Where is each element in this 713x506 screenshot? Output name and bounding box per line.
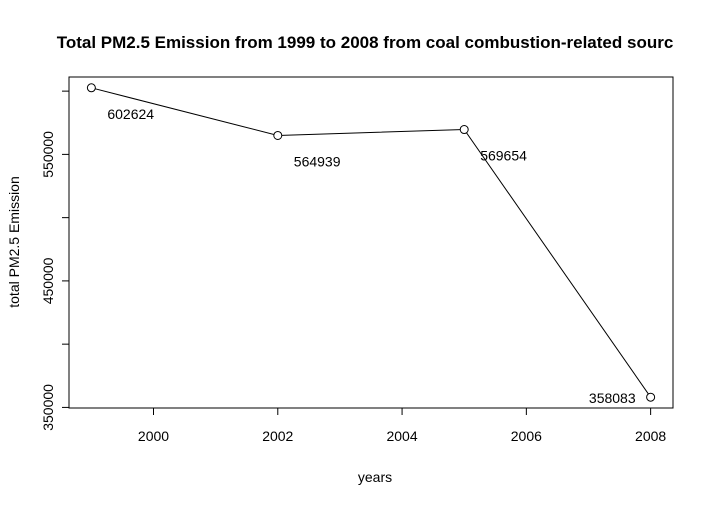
- x-axis-label: years: [358, 469, 392, 485]
- data-point: [646, 392, 656, 402]
- data-point: [459, 125, 469, 135]
- x-tick-label: 2002: [262, 428, 293, 444]
- data-label: 358083: [589, 390, 636, 406]
- data-label: 569654: [480, 148, 527, 164]
- x-tick-label: 2000: [138, 428, 169, 444]
- data-points: [86, 83, 656, 402]
- x-tick-label: 2006: [511, 428, 542, 444]
- y-axis-label: total PM2.5 Emission: [6, 176, 22, 308]
- y-tick-label: 450000: [40, 257, 56, 304]
- y-axis: 350000 450000 550000: [40, 90, 70, 431]
- series-line: [91, 87, 652, 398]
- data-label: 602624: [107, 106, 154, 122]
- data-labels: 602624 564939 569654 358083: [107, 106, 635, 406]
- x-axis: 2000 2002 2004 2006 2008: [138, 407, 666, 444]
- x-tick-label: 2004: [386, 428, 417, 444]
- y-tick-label: 550000: [40, 131, 56, 178]
- data-point: [86, 83, 96, 93]
- x-tick-label: 2008: [635, 428, 666, 444]
- data-label: 564939: [294, 153, 341, 169]
- y-tick-label: 350000: [40, 384, 56, 431]
- chart-title: Total PM2.5 Emission from 1999 to 2008 f…: [57, 33, 674, 52]
- data-point: [273, 130, 283, 140]
- plot-area-frame: [68, 76, 674, 409]
